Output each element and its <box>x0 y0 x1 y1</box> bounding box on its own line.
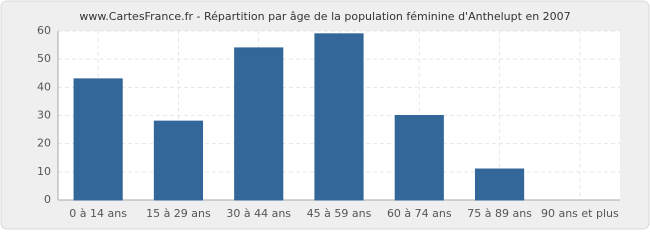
x-tick-label: 45 à 59 ans <box>307 207 372 220</box>
x-tick-label: 30 à 44 ans <box>226 207 291 220</box>
y-tick-label: 50 <box>37 52 51 65</box>
y-tick-label: 10 <box>37 165 51 178</box>
bar <box>234 47 284 201</box>
bar <box>394 115 444 201</box>
y-tick-label: 60 <box>37 24 51 37</box>
x-tick-label: 60 à 74 ans <box>387 207 452 220</box>
bar <box>153 120 204 201</box>
bar <box>474 168 525 201</box>
bar <box>73 78 123 201</box>
y-tick-label: 0 <box>44 193 51 206</box>
bar <box>314 33 364 201</box>
x-tick-label: 75 à 89 ans <box>467 207 532 220</box>
x-tick-label: 0 à 14 ans <box>69 207 127 220</box>
chart-title: www.CartesFrance.fr - Répartition par âg… <box>79 10 570 23</box>
x-tick-label: 90 ans et plus <box>541 207 619 220</box>
y-tick-label: 20 <box>37 137 51 150</box>
chart: www.CartesFrance.fr - Répartition par âg… <box>0 0 650 230</box>
y-tick-label: 30 <box>37 109 51 122</box>
x-tick-label: 15 à 29 ans <box>146 207 211 220</box>
y-tick-label: 40 <box>37 80 51 93</box>
